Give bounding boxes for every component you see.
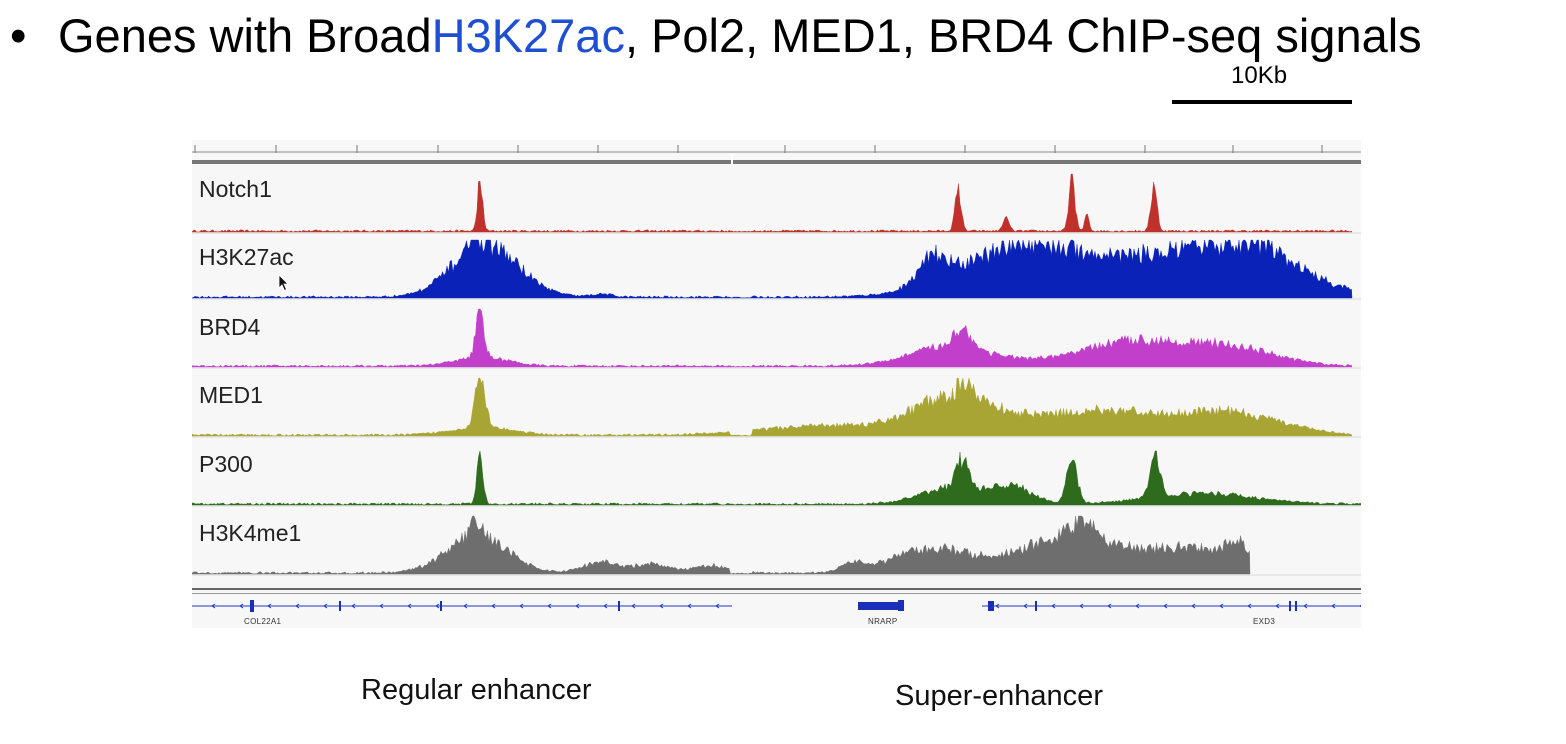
strand-arrow xyxy=(995,603,1000,609)
strand-arrow xyxy=(1107,603,1112,609)
gene-track-border-bottom xyxy=(192,593,1361,594)
strand-arrow xyxy=(575,603,580,609)
strand-arrow xyxy=(351,603,356,609)
scale-bar xyxy=(1172,100,1352,104)
gene-exon xyxy=(618,601,620,611)
strand-arrow xyxy=(631,603,636,609)
gene-exon xyxy=(1289,601,1291,611)
genome-browser-panel: Notch1 H3K27ac BRD4 MED1 P300 H3K4me1 CO… xyxy=(192,140,1361,628)
genome-browser-svg xyxy=(192,145,1361,612)
strand-arrow xyxy=(1275,603,1280,609)
scale-bar-label: 10Kb xyxy=(1231,62,1288,89)
track-label-brd4: BRD4 xyxy=(199,314,261,340)
strand-arrow xyxy=(1247,603,1252,609)
strand-arrow xyxy=(211,603,216,609)
strand-arrow xyxy=(1135,603,1140,609)
gene-exon xyxy=(440,601,442,611)
strand-arrow xyxy=(239,603,244,609)
caption-super-enhancer: Super-enhancer xyxy=(895,680,1103,712)
track-label-med1: MED1 xyxy=(199,382,263,408)
signal-track-med1 xyxy=(192,377,1353,437)
strand-arrow xyxy=(295,603,300,609)
strand-arrow xyxy=(1359,604,1361,608)
gene-label-exd3: EXD3 xyxy=(1253,617,1276,626)
strand-arrow xyxy=(1163,603,1168,609)
strand-arrow xyxy=(547,603,552,609)
gene-exon xyxy=(339,601,341,611)
strand-arrow xyxy=(519,603,524,609)
strand-arrow xyxy=(1023,603,1028,609)
strand-arrow xyxy=(379,603,384,609)
strand-arrow xyxy=(1191,603,1196,609)
track-label-notch1: Notch1 xyxy=(199,176,272,202)
strand-arrow xyxy=(1219,603,1224,609)
bullet-point: • xyxy=(10,9,27,62)
gene-exon xyxy=(250,600,254,612)
strand-arrow xyxy=(407,603,412,609)
strand-arrow xyxy=(1331,603,1336,609)
title-text-start: Genes with Broad xyxy=(58,9,432,62)
strand-arrow xyxy=(323,603,328,609)
signal-track-h3k27ac xyxy=(192,239,1353,299)
strand-arrow xyxy=(1051,603,1056,609)
strand-arrow xyxy=(267,603,272,609)
strand-arrow xyxy=(1303,603,1308,609)
signal-track-brd4 xyxy=(192,308,1353,368)
caption-regular-enhancer: Regular enhancer xyxy=(361,674,592,706)
gene-label-nrarp: NRARP xyxy=(868,617,898,626)
gene-exon xyxy=(1295,601,1297,611)
strand-arrow xyxy=(687,603,692,609)
signal-track-p300 xyxy=(192,450,1361,506)
track-label-h3k27ac: H3K27ac xyxy=(199,244,294,270)
track-label-p300: P300 xyxy=(199,451,253,477)
gene-exon xyxy=(1035,601,1037,611)
gene-model-nrarp xyxy=(858,602,900,610)
gene-track-border-top xyxy=(192,588,1361,590)
strand-arrow xyxy=(603,603,608,609)
gene-model-nrarp-arrow xyxy=(898,600,904,611)
mouse-pointer-icon xyxy=(278,274,289,292)
strand-arrow xyxy=(463,603,468,609)
title-highlight-h3k27ac: H3K27ac xyxy=(431,9,625,62)
strand-arrow xyxy=(435,603,440,609)
strand-arrow xyxy=(1079,603,1084,609)
title-text-end: , Pol2, MED1, BRD4 ChIP-seq signals xyxy=(624,9,1422,62)
gene-exon xyxy=(988,601,994,611)
ruler-bar xyxy=(192,160,1361,164)
strand-arrow xyxy=(715,603,720,609)
strand-arrow xyxy=(659,603,664,609)
gene-label-col22a1: COL22A1 xyxy=(244,617,282,626)
slide-title: • Genes with Broad H3K27ac , Pol2, MED1,… xyxy=(10,8,1422,63)
signal-track-notch1 xyxy=(192,173,1353,233)
track-label-h3k4me1: H3K4me1 xyxy=(199,520,302,546)
strand-arrow xyxy=(491,603,496,609)
signal-track-h3k4me1 xyxy=(192,515,1251,575)
